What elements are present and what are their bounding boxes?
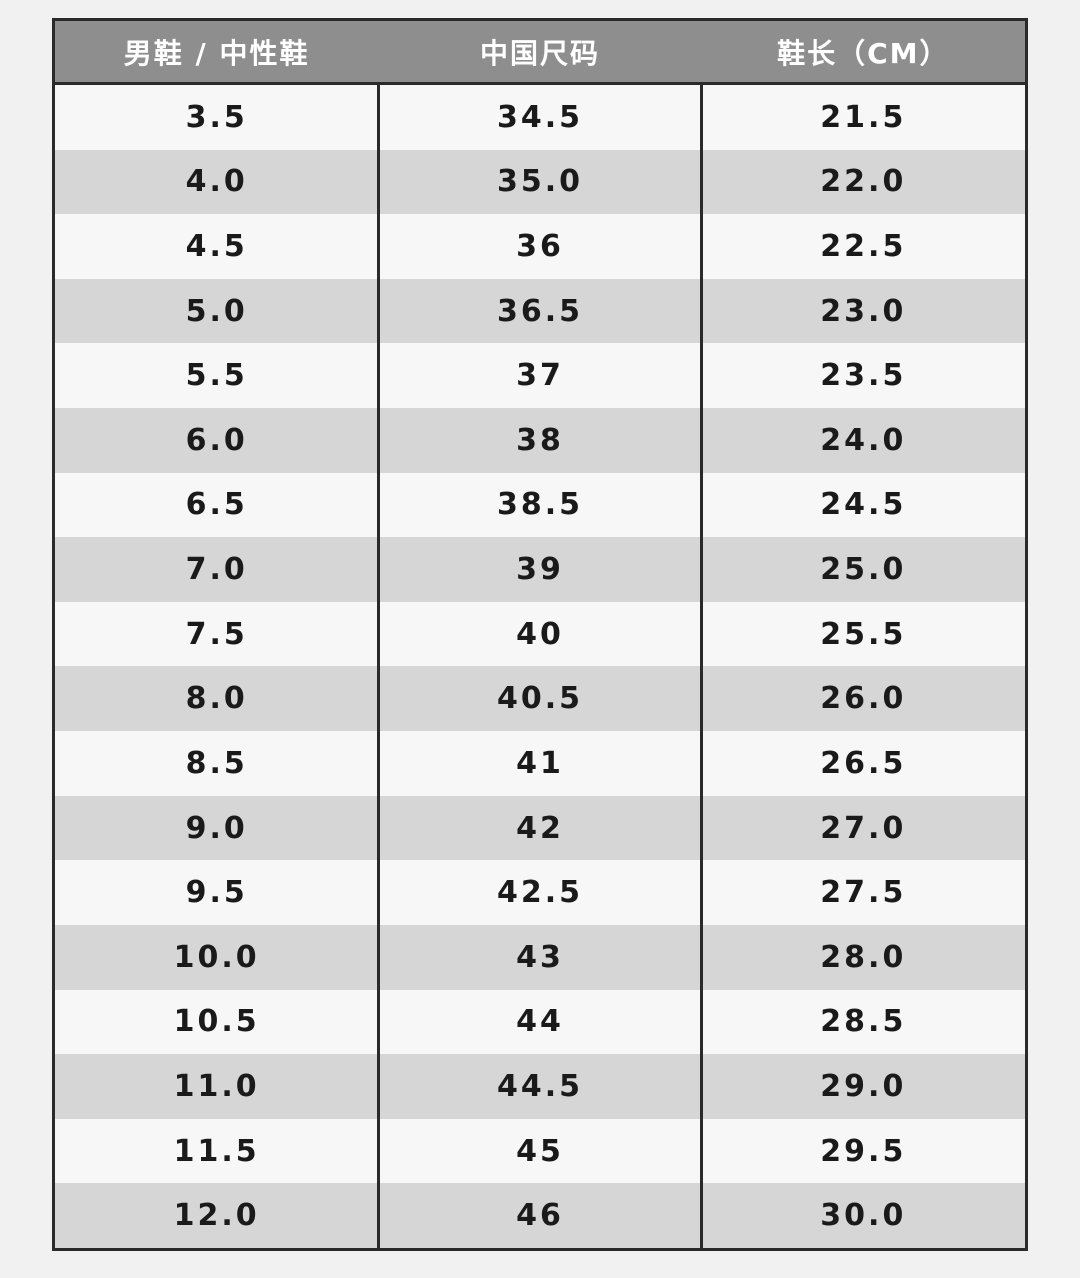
table-row: 10.0 43 28.0 [55,924,1025,990]
cell-length-cm: 25.0 [820,552,907,588]
cell-mens-size: 11.5 [173,1133,260,1169]
cell-mens-size: 8.5 [185,745,248,781]
cell-mens-size: 9.5 [185,875,248,911]
cell-mens-size: 10.5 [173,1004,260,1040]
cell-mens-size: 4.5 [185,229,248,265]
cell-mens-size: 4.0 [185,164,248,200]
cell-china-size: 44.5 [496,1068,583,1104]
cell-china-size: 43 [516,939,564,975]
cell-length-cm: 28.5 [820,1004,907,1040]
cell-china-size: 40 [516,616,564,652]
column-divider [700,85,704,1248]
cell-length-cm: 24.0 [820,422,907,458]
cell-mens-size: 8.0 [185,681,248,717]
cell-mens-size: 7.5 [185,616,248,652]
cell-mens-size: 7.0 [185,552,248,588]
cell-china-size: 39 [516,552,564,588]
cell-length-cm: 24.5 [820,487,907,523]
table-row: 9.0 42 27.0 [55,795,1025,861]
cell-length-cm: 27.0 [820,810,907,846]
cell-length-cm: 26.5 [820,745,907,781]
table-row: 5.0 36.5 23.0 [55,278,1025,344]
cell-length-cm: 29.0 [820,1068,907,1104]
cell-length-cm: 26.0 [820,681,907,717]
column-divider [376,85,380,1248]
table-row: 8.5 41 26.5 [55,731,1025,796]
cell-mens-size: 6.5 [185,487,248,523]
cell-china-size: 37 [516,358,564,394]
table-row: 6.0 38 24.0 [55,408,1025,473]
shoe-size-table: 男鞋 / 中性鞋 中国尺码 鞋长（CM） 3.5 34.5 21.5 4.0 35.0 2… [52,18,1028,1251]
cell-length-cm: 21.5 [820,99,907,135]
table-row: 4.5 36 22.5 [55,214,1025,279]
cell-china-size: 36 [516,229,564,265]
cell-length-cm: 30.0 [820,1198,907,1234]
cell-china-size: 45 [516,1133,564,1169]
cell-length-cm: 23.0 [820,293,907,329]
header-china-size: 中国尺码 [479,36,600,70]
table-header-row: 男鞋 / 中性鞋 中国尺码 鞋长（CM） [55,21,1025,85]
cell-mens-size: 5.0 [185,293,248,329]
cell-china-size: 44 [516,1004,564,1040]
table-row: 5.5 37 23.5 [55,343,1025,409]
cell-mens-size: 9.0 [185,810,248,846]
table-row: 4.0 35.0 22.0 [55,149,1025,215]
cell-mens-size: 3.5 [185,99,248,135]
table-row: 3.5 34.5 21.5 [55,85,1025,150]
table-row: 11.5 45 29.5 [55,1118,1025,1184]
table-row: 8.0 40.5 26.0 [55,666,1025,732]
cell-length-cm: 29.5 [820,1133,907,1169]
cell-china-size: 35.0 [496,164,583,200]
cell-china-size: 40.5 [496,681,583,717]
cell-china-size: 41 [516,745,564,781]
cell-china-size: 34.5 [496,99,583,135]
cell-length-cm: 25.5 [820,616,907,652]
header-shoe-length: 鞋长（CM） [777,36,950,70]
table-row: 10.5 44 28.5 [55,989,1025,1055]
cell-length-cm: 28.0 [820,939,907,975]
cell-china-size: 38 [516,422,564,458]
cell-china-size: 42.5 [496,875,583,911]
table-row: 12.0 46 30.0 [55,1183,1025,1248]
cell-china-size: 36.5 [496,293,583,329]
cell-china-size: 42 [516,810,564,846]
cell-length-cm: 22.0 [820,164,907,200]
cell-length-cm: 27.5 [820,875,907,911]
cell-china-size: 38.5 [496,487,583,523]
cell-mens-size: 6.0 [185,422,248,458]
cell-mens-size: 11.0 [173,1068,260,1104]
table-row: 7.5 40 25.5 [55,601,1025,667]
cell-mens-size: 10.0 [173,939,260,975]
table-row: 9.5 42.5 27.5 [55,860,1025,925]
cell-mens-size: 5.5 [185,358,248,394]
cell-length-cm: 23.5 [820,358,907,394]
cell-length-cm: 22.5 [820,229,907,265]
table-body: 3.5 34.5 21.5 4.0 35.0 22.0 4.5 36 22.5 5.0 36.5 23… [55,85,1025,1248]
table-row: 7.0 39 25.0 [55,537,1025,602]
table-row: 11.0 44.5 29.0 [55,1054,1025,1119]
cell-china-size: 46 [516,1198,564,1234]
cell-mens-size: 12.0 [173,1198,260,1234]
table-row: 6.5 38.5 24.5 [55,472,1025,538]
header-mens-unisex: 男鞋 / 中性鞋 [123,36,310,70]
